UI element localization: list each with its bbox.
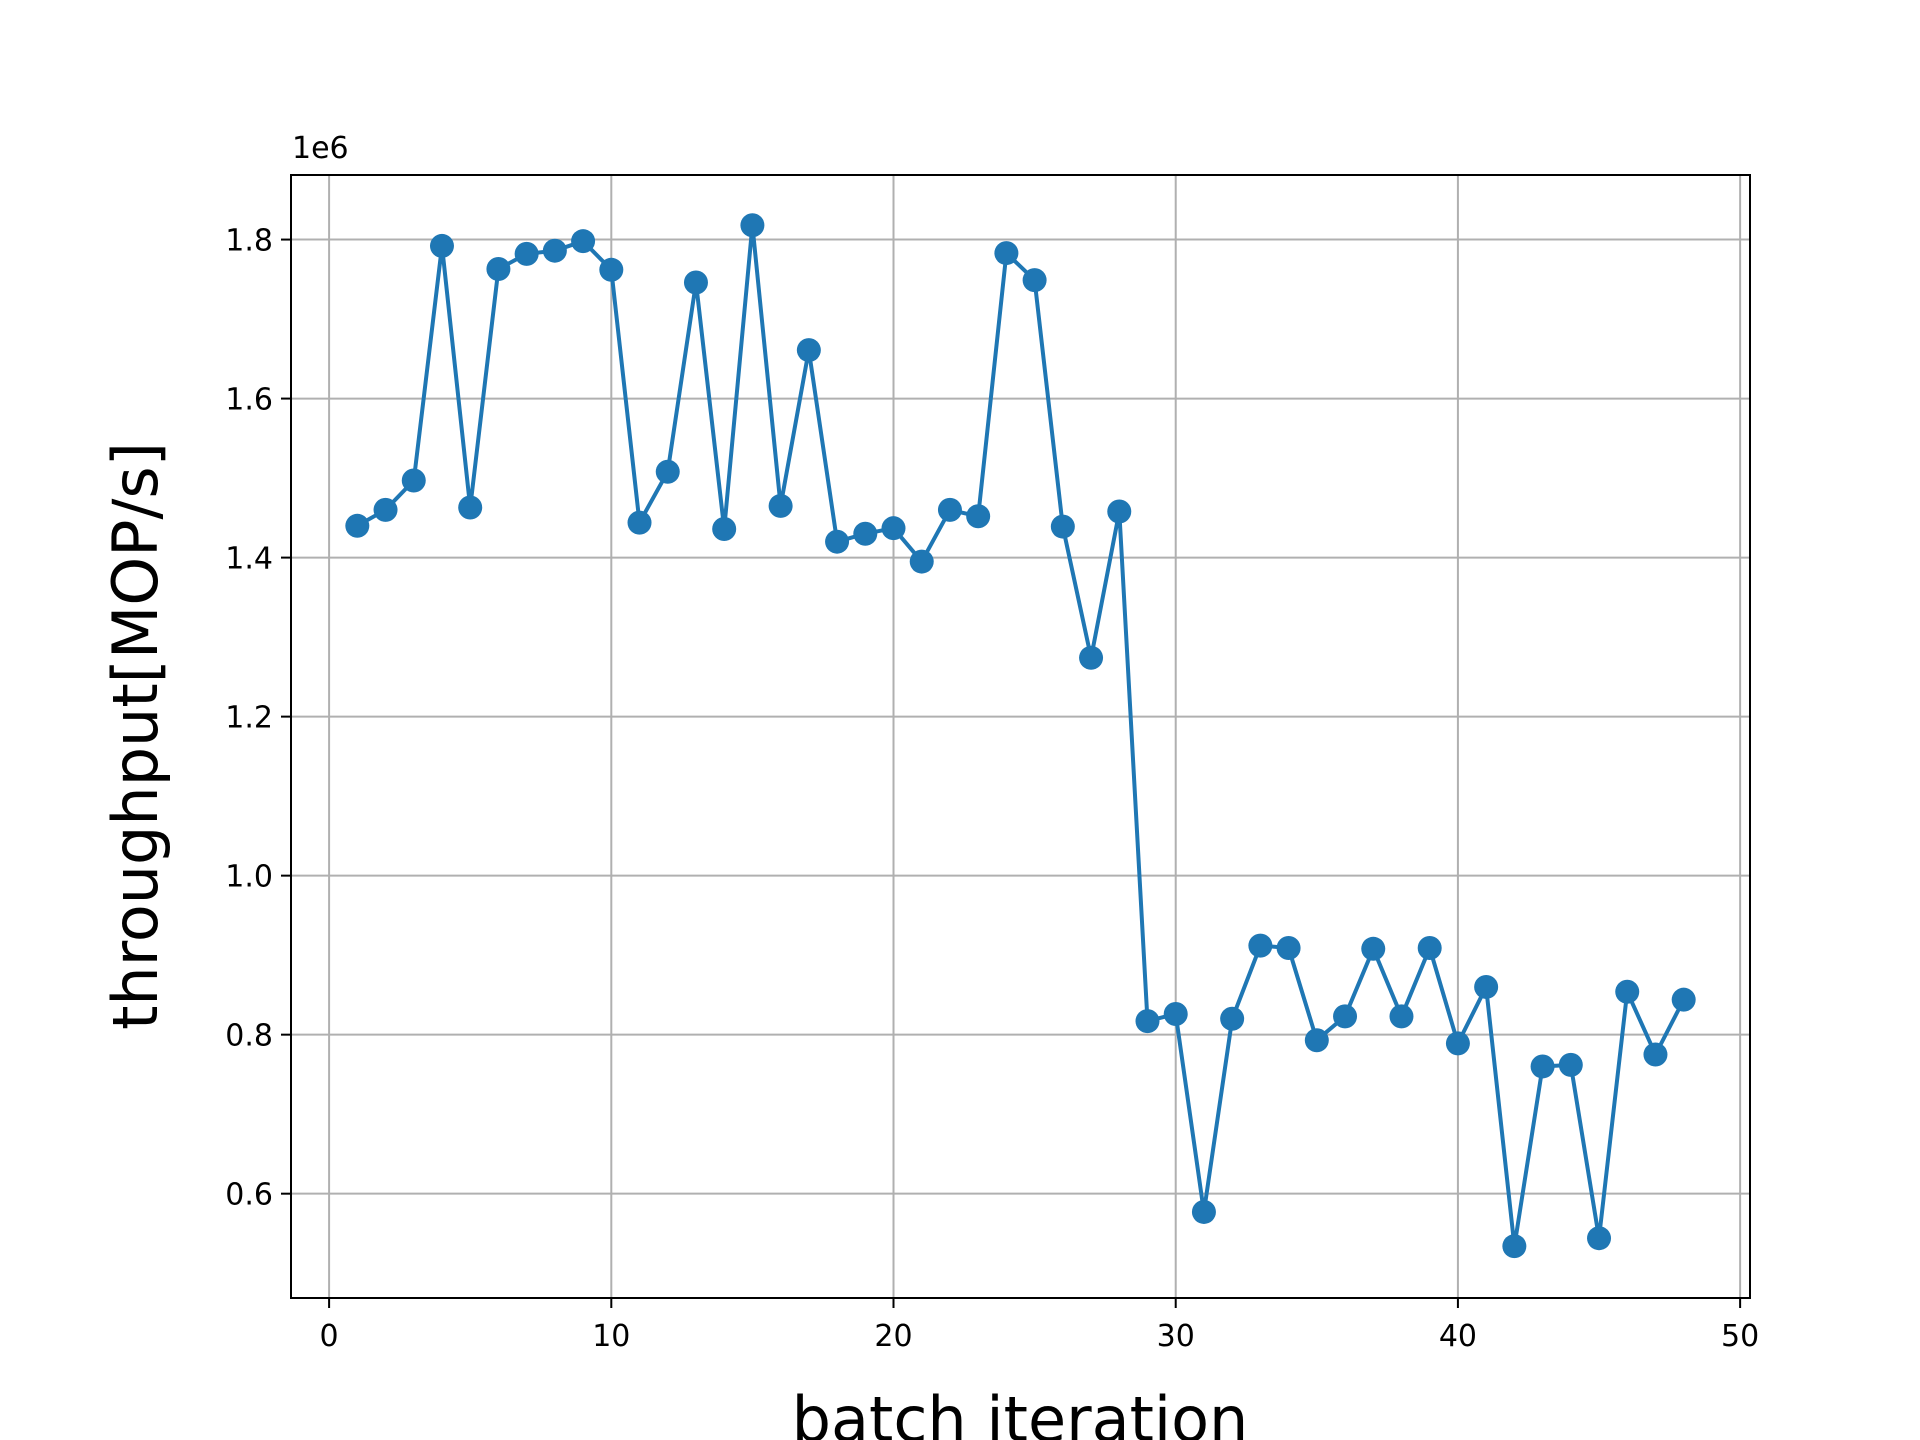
x-axis: 0 10 20 30 40 50: [320, 1298, 1759, 1354]
data-point: [712, 516, 737, 541]
data-point: [825, 529, 850, 554]
x-tick-label: 40: [1439, 1319, 1477, 1354]
plot-frame: [290, 174, 1751, 1299]
data-point: [1502, 1234, 1527, 1259]
data-point: [1671, 987, 1696, 1012]
data-point: [458, 495, 483, 520]
data-point: [1163, 1001, 1188, 1026]
data-point: [1220, 1006, 1245, 1031]
data-point: [1361, 936, 1386, 961]
data-point: [1615, 979, 1640, 1004]
y-offset-label: 1e6: [292, 131, 349, 166]
data-point: [373, 497, 398, 522]
y-tick-label: 1.4: [225, 542, 273, 577]
data-point: [1474, 974, 1499, 999]
x-tick-label: 10: [592, 1319, 630, 1354]
y-tick-label: 1.0: [225, 860, 273, 895]
data-point: [1022, 268, 1047, 293]
series-group: [345, 213, 1696, 1259]
data-point: [1304, 1028, 1329, 1053]
data-point: [937, 497, 962, 522]
y-tick-label: 1.2: [225, 701, 273, 736]
y-tick-label: 1.8: [225, 224, 273, 259]
data-point: [1445, 1031, 1470, 1056]
grid-lines: [291, 175, 1750, 1298]
y-tick-label: 0.6: [225, 1178, 273, 1213]
data-point: [1191, 1199, 1216, 1224]
data-point: [1333, 1004, 1358, 1029]
data-point: [966, 504, 991, 529]
data-point: [768, 493, 793, 518]
x-tick-label: 0: [320, 1319, 339, 1354]
x-tick-label: 50: [1721, 1319, 1759, 1354]
data-point: [1276, 935, 1301, 960]
data-point: [1417, 935, 1442, 960]
data-point: [1248, 933, 1273, 958]
x-tick-label: 30: [1157, 1319, 1195, 1354]
data-point: [881, 516, 906, 541]
data-point: [1050, 514, 1075, 539]
data-point: [740, 213, 765, 238]
y-tick-label: 0.8: [225, 1019, 273, 1054]
y-axis-title: throughput[MOP/s]: [99, 442, 172, 1030]
data-point: [1558, 1052, 1583, 1077]
data-point: [1389, 1004, 1414, 1029]
data-point: [627, 510, 652, 535]
data-point: [514, 241, 539, 266]
data-point: [401, 468, 426, 493]
data-point: [542, 238, 567, 263]
data-point: [655, 459, 680, 484]
x-axis-title: batch iteration: [792, 1383, 1249, 1440]
x-tick-label: 20: [874, 1319, 912, 1354]
data-point: [1587, 1226, 1612, 1251]
data-point: [486, 256, 511, 281]
data-point: [1135, 1009, 1160, 1034]
y-axis: 0.6 0.8 1.0 1.2 1.4 1.6 1.8: [225, 224, 291, 1213]
data-point: [571, 229, 596, 254]
data-point: [796, 338, 821, 363]
data-point: [909, 549, 934, 574]
data-point: [599, 257, 624, 282]
data-point: [1107, 499, 1132, 524]
data-point: [429, 233, 454, 258]
data-point: [345, 513, 370, 538]
y-tick-label: 1.6: [225, 383, 273, 418]
data-point: [853, 521, 878, 546]
data-point: [1643, 1042, 1668, 1067]
data-point: [683, 270, 708, 295]
data-point: [1530, 1054, 1555, 1079]
data-point: [994, 241, 1019, 266]
data-point: [1079, 645, 1104, 670]
